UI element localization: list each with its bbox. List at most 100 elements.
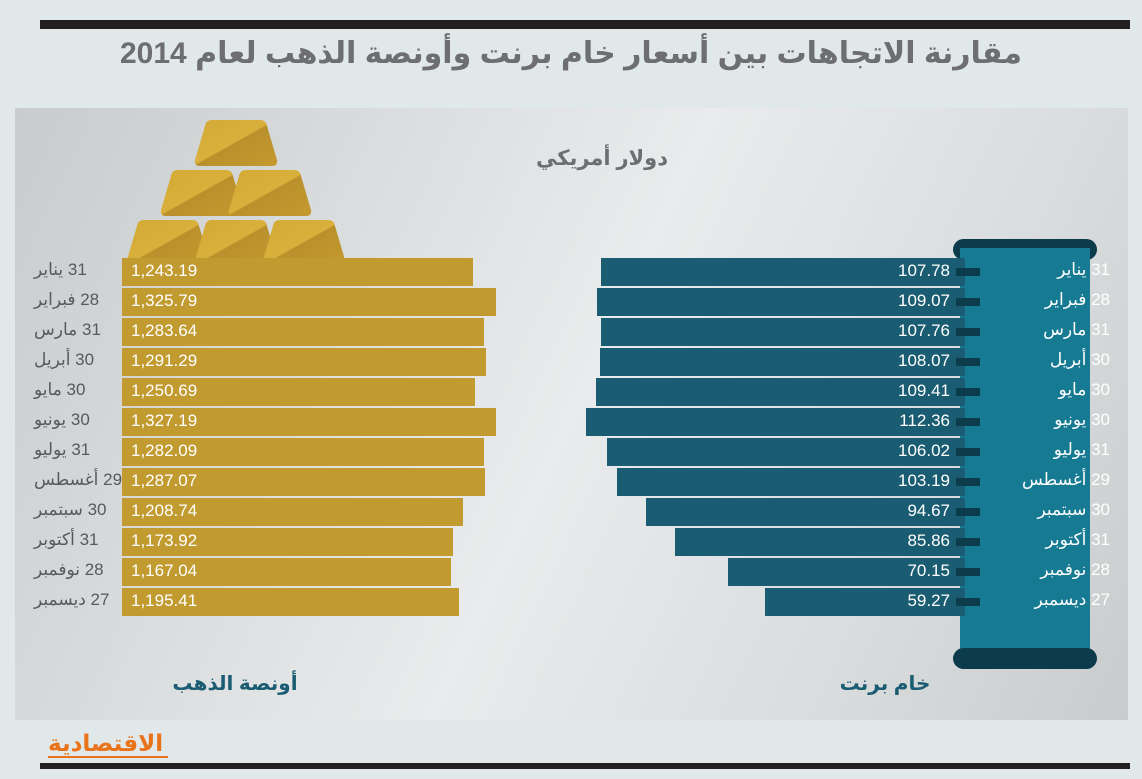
brent-row-tick (956, 328, 980, 336)
chart-row: 28 نوفمبر 1,167.04 70.15 28 نوفمبر (15, 558, 1128, 588)
brent-row-date-label: 28 نوفمبر (1040, 560, 1110, 579)
publisher-logo: الاقتصادية (48, 730, 164, 756)
gold-row-date-label: 27 ديسمبر (34, 590, 110, 609)
chart-row: 30 أبريل 1,291.29 108.07 30 أبريل (15, 348, 1128, 378)
brent-row-date-label: 28 فبراير (1044, 290, 1110, 309)
page-title: مقارنة الاتجاهات بين أسعار خام برنت وأون… (120, 37, 1022, 70)
brent-row-date-label: 29 أغسطس (1021, 470, 1110, 489)
chart-row: 31 يوليو 1,282.09 106.02 31 يوليو (15, 438, 1128, 468)
brent-value-label: 59.27 (907, 591, 950, 610)
gold-value-label: 1,167.04 (131, 561, 198, 580)
brent-row-tick (956, 538, 980, 546)
brent-row-date-label: 31 يوليو (1053, 440, 1110, 459)
brent-value-label: 107.76 (898, 321, 950, 340)
gold-value-label: 1,208.74 (131, 501, 198, 520)
gold-value-label: 1,291.29 (131, 351, 198, 370)
gold-value-label: 1,250.69 (131, 381, 198, 400)
gold-value-label: 1,243.19 (131, 261, 198, 280)
brent-value-label: 107.78 (898, 261, 950, 280)
gold-value-label: 1,287.07 (131, 471, 198, 490)
gold-bar (122, 438, 484, 466)
legend-brent: خام برنت (839, 673, 931, 695)
brent-row-tick (956, 418, 980, 426)
brent-value-label: 70.15 (907, 561, 950, 580)
gold-value-label: 1,282.09 (131, 441, 198, 460)
chart-row: 30 مايو 1,250.69 109.41 30 مايو (15, 378, 1128, 408)
brent-label-column (960, 248, 1090, 658)
chart-row: 29 أغسطس 1,287.07 103.19 29 أغسطس (15, 468, 1128, 498)
brent-value-label: 85.86 (907, 531, 950, 550)
gold-ingot-stack-icon (120, 116, 360, 276)
brent-value-label: 103.19 (898, 471, 950, 490)
brent-bar (600, 348, 965, 376)
gold-row-date-label: 28 فبراير (34, 290, 100, 309)
gold-bar (122, 258, 473, 286)
brent-value-label: 106.02 (898, 441, 950, 460)
gold-bar (122, 588, 460, 616)
brent-row-date-label: 31 أكتوبر (1045, 530, 1111, 549)
chart-row: 30 يونيو 1,327.19 112.36 30 يونيو (15, 408, 1128, 438)
unit-label: دولار أمريكي (536, 147, 668, 170)
gold-row-date-label: 31 مارس (34, 320, 101, 339)
brent-row-tick (956, 448, 980, 456)
bottom-rule (40, 763, 1130, 769)
brent-bar (764, 588, 965, 616)
brent-value-label: 112.36 (899, 411, 950, 430)
brent-row-tick (956, 388, 980, 396)
brent-bar (595, 378, 965, 406)
brent-row-tick (956, 268, 980, 276)
brent-bar (645, 498, 965, 526)
gold-bar (122, 288, 497, 316)
top-rule (40, 20, 1130, 29)
brent-row-tick (956, 298, 980, 306)
brent-row-tick (956, 598, 980, 606)
teal-column-bottom-cap (953, 648, 1097, 669)
gold-bar (122, 378, 475, 406)
brent-bar (601, 318, 965, 346)
chart-row: 31 مارس 1,283.64 107.76 31 مارس (15, 318, 1128, 348)
brent-bar (607, 438, 965, 466)
gold-row-date-label: 30 يونيو (34, 410, 90, 429)
gold-row-date-label: 28 نوفمبر (34, 560, 104, 579)
brent-row-tick (956, 358, 980, 366)
chart-panel: دولار أمريكي 31 يناير 1,243.19 107.78 31 ين… (15, 108, 1128, 720)
gold-row-date-label: 31 يوليو (34, 440, 91, 459)
chart-row: 31 أكتوبر 1,173.92 85.86 31 أكتوبر (15, 528, 1128, 558)
brent-row-date-label: 31 يناير (1057, 260, 1110, 279)
chart-row: 30 سبتمبر 1,208.74 94.67 30 سبتمبر (15, 498, 1128, 528)
gold-value-label: 1,325.79 (131, 291, 198, 310)
brent-value-label: 109.41 (898, 381, 950, 400)
legend-gold: أونصة الذهب (172, 673, 298, 695)
chart-row: 31 يناير 1,243.19 107.78 31 يناير (15, 258, 1128, 288)
chart-rows: 31 يناير 1,243.19 107.78 31 يناير 28 فبراير 1… (15, 258, 1128, 650)
brent-bar (585, 408, 965, 436)
gold-bar (122, 468, 486, 496)
gold-value-label: 1,283.64 (131, 321, 198, 340)
brent-row-date-label: 31 مارس (1043, 320, 1110, 339)
gold-row-date-label: 30 مايو (34, 380, 86, 399)
brent-value-label: 94.67 (907, 501, 950, 520)
chart-row: 28 فبراير 1,325.79 109.07 28 فبراير (15, 288, 1128, 318)
brent-bar (601, 258, 965, 286)
gold-bar (122, 528, 454, 556)
gold-value-label: 1,327.19 (131, 411, 198, 430)
gold-bar (122, 318, 485, 346)
brent-bar (728, 558, 965, 586)
chart-row: 27 ديسمبر 1,195.41 59.27 27 ديسمبر (15, 588, 1128, 618)
brent-row-date-label: 30 سبتمبر (1037, 500, 1111, 519)
gold-bar (122, 558, 452, 586)
gold-row-date-label: 31 أكتوبر (34, 530, 99, 549)
brent-row-tick (956, 508, 980, 516)
gold-value-label: 1,195.41 (131, 591, 198, 610)
brent-bar (596, 288, 965, 316)
publisher-logo-underline (48, 756, 168, 758)
gold-bar (122, 348, 487, 376)
gold-bar (122, 408, 497, 436)
brent-row-date-label: 30 أبريل (1049, 350, 1110, 369)
brent-row-date-label: 30 مايو (1058, 380, 1110, 399)
gold-row-date-label: 30 سبتمبر (34, 500, 107, 519)
brent-row-date-label: 30 يونيو (1054, 410, 1110, 429)
gold-row-date-label: 30 أبريل (34, 350, 95, 369)
gold-row-date-label: 31 يناير (34, 260, 87, 279)
gold-bar (122, 498, 464, 526)
